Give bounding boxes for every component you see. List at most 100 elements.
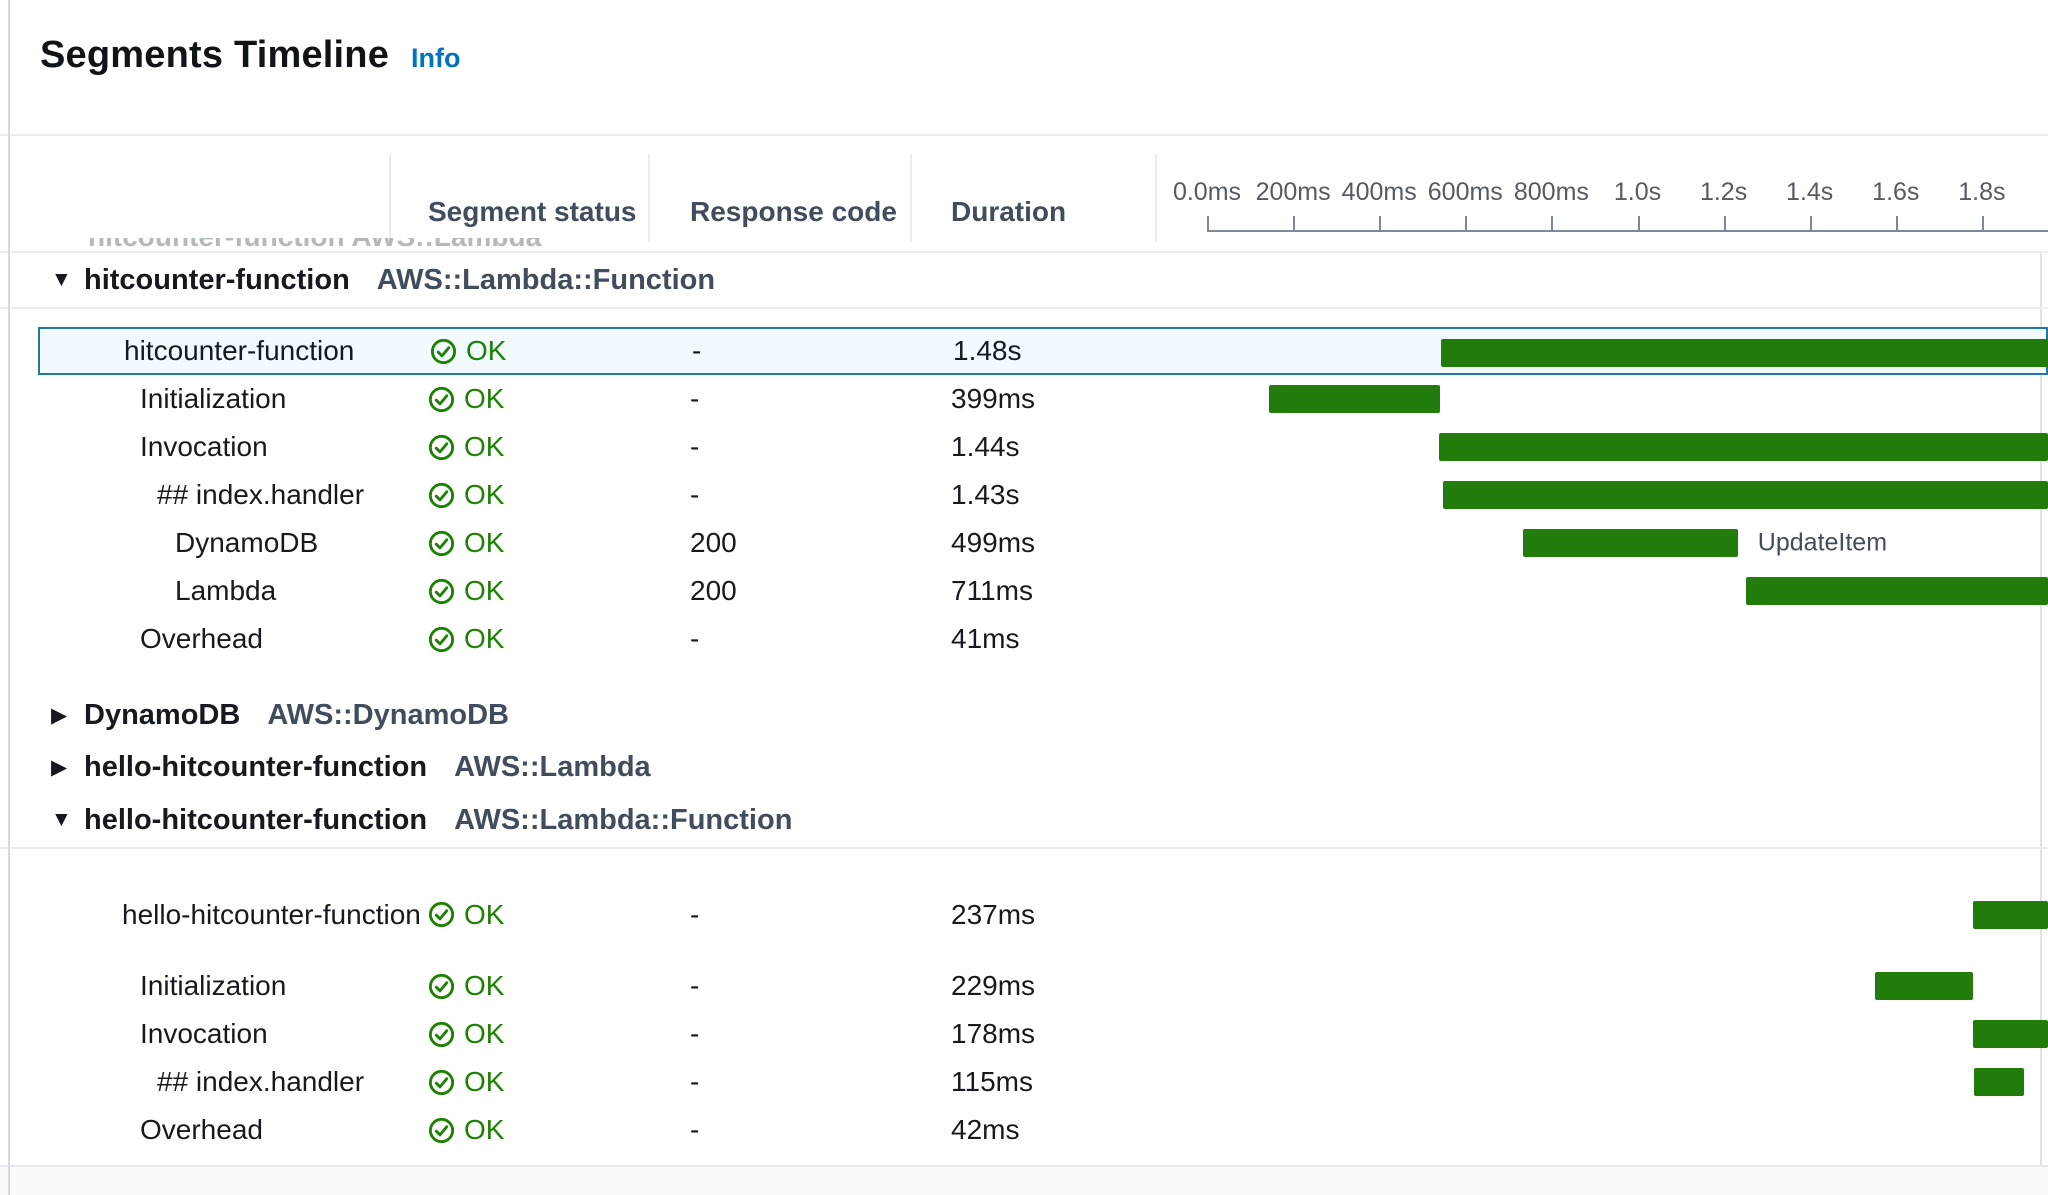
segment-group-header[interactable]: ▶ DynamoDB AWS::DynamoDB: [0, 689, 2048, 741]
header-divider: [389, 154, 391, 242]
duration-value: 115ms: [951, 1066, 1033, 1097]
axis-tick: [1637, 216, 1640, 232]
segment-status: OK: [428, 1106, 504, 1154]
segment-name: Invocation: [140, 1018, 268, 1049]
column-header-response-code: Response code: [690, 196, 897, 227]
segment-status: OK: [428, 615, 504, 663]
group-resource-type: AWS::DynamoDB: [267, 698, 509, 731]
status-ok-icon: [428, 530, 455, 557]
axis-tick: [1895, 216, 1898, 232]
group-name: DynamoDB: [84, 698, 241, 731]
status-label: OK: [464, 970, 505, 1001]
segment-row[interactable]: Lambda OK 200 711ms: [38, 567, 2048, 615]
segment-name: Overhead: [140, 623, 263, 654]
axis-tick: [1809, 216, 1812, 232]
axis-tick-label: 200ms: [1255, 178, 1331, 206]
column-header-segment-status: Segment status: [428, 196, 637, 227]
segment-group-header[interactable]: ▶ hello-hitcounter-function AWS::Lambda: [0, 741, 2048, 793]
panel-left-border: [8, 0, 10, 1195]
table-header: Segment status Response code Duration 0.…: [0, 136, 2048, 253]
segment-row[interactable]: Invocation OK - 178ms: [38, 1010, 2048, 1058]
axis-tick: [1207, 216, 1209, 232]
duration-value: 237ms: [951, 898, 1036, 930]
segment-row[interactable]: hello-hitcounter-function OK - 237ms: [38, 867, 2048, 962]
duration-value: 42ms: [951, 1114, 1020, 1145]
group-resource-type: AWS::Lambda::Function: [376, 263, 716, 296]
status-label: OK: [464, 431, 505, 462]
response-code-value: -: [690, 1018, 700, 1049]
segment-group-header[interactable]: ▼ hello-hitcounter-function AWS::Lambda::F…: [0, 793, 2048, 849]
timeline-bar: [1974, 1068, 2024, 1096]
group-resource-type: AWS::Lambda: [454, 750, 651, 783]
status-label: OK: [464, 479, 505, 510]
caret-right-icon: ▶: [51, 755, 68, 779]
segment-status: OK: [428, 519, 504, 567]
timeline-bar: [1874, 972, 1974, 1000]
axis-tick: [1551, 216, 1554, 232]
segment-row[interactable]: Invocation OK - 1.44s: [38, 423, 2048, 471]
segment-row[interactable]: ## index.handler OK - 1.43s: [38, 471, 2048, 519]
response-code-value: -: [690, 898, 700, 930]
segment-row[interactable]: DynamoDB OK 200 499ms UpdateItem: [38, 519, 2048, 567]
segment-group-header[interactable]: ▼ hitcounter-function AWS::Lambda::Functio…: [0, 253, 2048, 309]
info-link[interactable]: Info: [411, 43, 461, 73]
segment-row[interactable]: Initialization OK - 229ms: [38, 962, 2048, 1010]
axis-tick-label: 600ms: [1427, 178, 1503, 206]
response-code-value: -: [690, 383, 700, 414]
segment-row[interactable]: ## index.handler OK - 115ms: [38, 1058, 2048, 1106]
column-header-duration: Duration: [951, 196, 1067, 227]
axis-tick-label: 0.0ms: [1172, 178, 1242, 206]
axis-tick-label: 1.8s: [1958, 178, 2006, 206]
status-label: OK: [464, 1018, 505, 1049]
duration-value: 711ms: [951, 575, 1033, 606]
timeline-bar: [1268, 385, 1441, 413]
axis-ruler: [1207, 230, 2048, 232]
timeline-bar: [1442, 481, 2048, 509]
timeline-bar: [1441, 339, 2048, 367]
timeline-bar: [1439, 433, 2048, 461]
segment-name: hello-hitcounter-function: [122, 898, 421, 930]
page-title: Segments Timeline: [40, 34, 390, 76]
segment-name: hitcounter-function: [124, 335, 355, 366]
segment-name: Lambda: [175, 575, 277, 606]
group-name: hitcounter-function: [84, 263, 350, 296]
status-label: OK: [464, 575, 505, 606]
duration-value: 1.43s: [951, 479, 1020, 510]
segments-table: ▼ hitcounter-function AWS::Lambda::Functio…: [0, 253, 2048, 1180]
response-code-value: -: [690, 970, 700, 1001]
response-code-value: 200: [690, 575, 737, 606]
timeline-bar: [1745, 577, 2048, 605]
status-label: OK: [464, 623, 505, 654]
segment-row[interactable]: hitcounter-function OK - 1.48s: [38, 327, 2048, 375]
axis-tick-label: 1.0s: [1613, 178, 1662, 206]
group-name: hello-hitcounter-function: [84, 750, 428, 783]
segment-row[interactable]: Overhead OK - 42ms: [38, 1106, 2048, 1154]
axis-tick: [1465, 216, 1468, 232]
status-label: OK: [464, 898, 505, 930]
timeline-bar: [1972, 900, 2048, 929]
axis-tick-label: 400ms: [1341, 178, 1417, 206]
segment-status: OK: [430, 329, 506, 373]
segment-row[interactable]: Overhead OK - 41ms: [38, 615, 2048, 663]
duration-value: 499ms: [951, 527, 1036, 558]
timeline-right-edge: [2040, 253, 2042, 1167]
segment-row[interactable]: Initialization OK - 399ms: [38, 375, 2048, 423]
status-label: OK: [464, 1114, 505, 1145]
segment-name: ## index.handler: [157, 1066, 365, 1097]
axis-tick: [1379, 216, 1382, 232]
duration-value: 1.44s: [951, 431, 1020, 462]
segment-status: OK: [428, 375, 504, 423]
bar-operation-label: UpdateItem: [1757, 528, 1888, 557]
status-ok-icon: [428, 386, 455, 413]
duration-value: 41ms: [951, 623, 1020, 654]
status-label: OK: [464, 527, 505, 558]
segment-status: OK: [428, 423, 504, 471]
axis-tick-label: 1.2s: [1699, 178, 1748, 206]
segment-status: OK: [428, 471, 504, 519]
group-rows: hello-hitcounter-function OK - 237ms Initial…: [0, 849, 2048, 1180]
status-ok-icon: [428, 1117, 455, 1144]
status-ok-icon: [428, 626, 455, 653]
status-ok-icon: [428, 973, 455, 1000]
axis-tick: [1981, 216, 1984, 232]
